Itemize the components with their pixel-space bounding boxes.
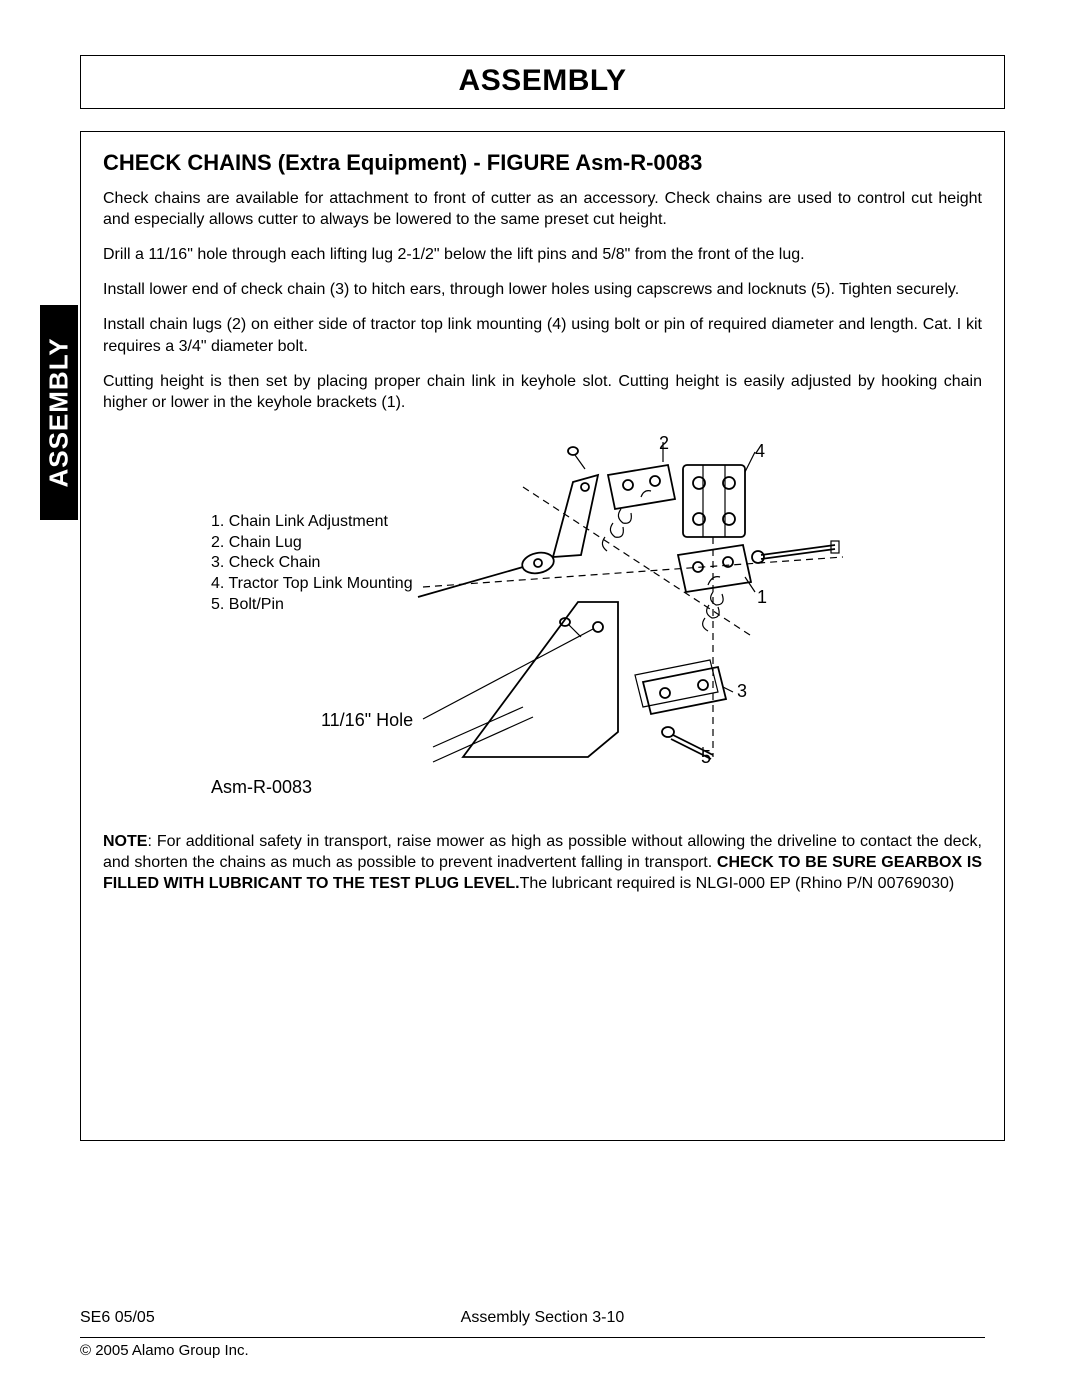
note-body-2: The lubricant required is NLGI-000 EP (R… xyxy=(520,875,955,892)
section-heading: CHECK CHAINS (Extra Equipment) - FIGURE … xyxy=(103,150,982,176)
note-lead: NOTE xyxy=(103,833,147,850)
figure-code: Asm-R-0083 xyxy=(211,777,312,798)
content-box: CHECK CHAINS (Extra Equipment) - FIGURE … xyxy=(80,131,1005,1141)
callout-5: 5 xyxy=(701,747,711,768)
parts-list-item: 1. Chain Link Adjustment xyxy=(211,512,413,533)
parts-list-item: 3. Check Chain xyxy=(211,553,413,574)
copyright: © 2005 Alamo Group Inc. xyxy=(80,1337,985,1359)
parts-list-item: 5. Bolt/Pin xyxy=(211,595,413,616)
hole-dimension-label: 11/16" Hole xyxy=(321,710,413,731)
page: ASSEMBLY ASSEMBLY CHECK CHAINS (Extra Eq… xyxy=(0,0,1080,1397)
page-title: ASSEMBLY xyxy=(459,64,627,97)
paragraph-4: Install chain lugs (2) on either side of… xyxy=(103,314,982,356)
paragraph-1: Check chains are available for attachmen… xyxy=(103,188,982,230)
footer-center: Assembly Section 3-10 xyxy=(80,1309,1005,1327)
parts-list-item: 2. Chain Lug xyxy=(211,533,413,554)
note-paragraph: NOTE: For additional safety in transport… xyxy=(103,831,982,894)
assembly-diagram-icon xyxy=(403,427,853,767)
callout-3: 3 xyxy=(737,681,747,702)
header-box: ASSEMBLY xyxy=(80,55,1005,109)
callout-2: 2 xyxy=(659,433,669,454)
parts-list: 1. Chain Link Adjustment 2. Chain Lug 3.… xyxy=(211,512,413,616)
figure-area: 1. Chain Link Adjustment 2. Chain Lug 3.… xyxy=(103,427,982,807)
page-footer: SE6 05/05 Assembly Section 3-10 xyxy=(80,1309,1005,1327)
paragraph-2: Drill a 11/16" hole through each lifting… xyxy=(103,244,982,265)
paragraph-3: Install lower end of check chain (3) to … xyxy=(103,279,982,300)
section-tab-label: ASSEMBLY xyxy=(44,337,75,487)
parts-list-item: 4. Tractor Top Link Mounting xyxy=(211,574,413,595)
section-tab: ASSEMBLY xyxy=(40,305,78,520)
callout-1: 1 xyxy=(757,587,767,608)
paragraph-5: Cutting height is then set by placing pr… xyxy=(103,371,982,413)
callout-4: 4 xyxy=(755,441,765,462)
